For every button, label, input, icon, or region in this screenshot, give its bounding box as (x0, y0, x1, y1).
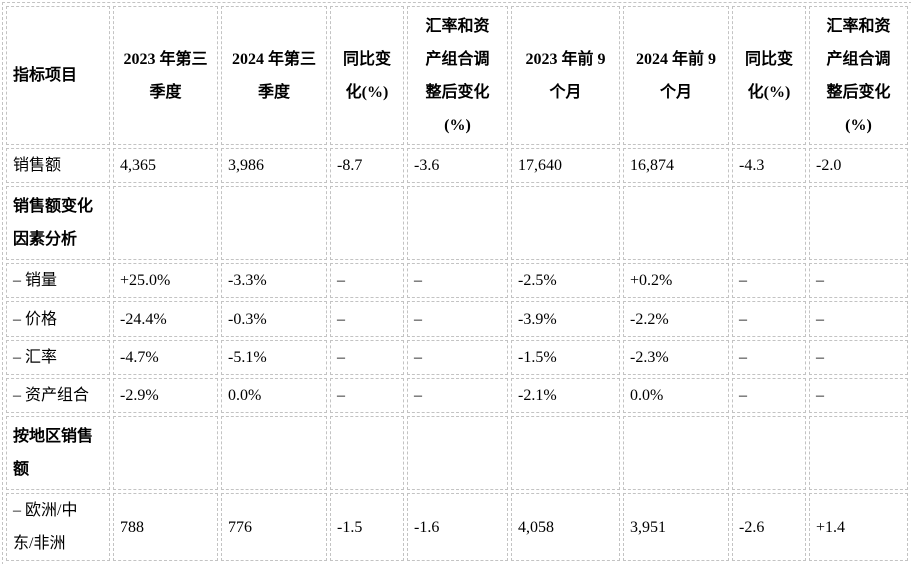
cell: – (809, 301, 908, 337)
cell: +25.0% (113, 263, 218, 298)
column-header: 同比变 化(%) (330, 6, 404, 145)
row-label: – 销量 (6, 263, 110, 298)
cell: – (809, 340, 908, 375)
cell: – (330, 378, 404, 413)
cell (732, 186, 806, 260)
column-header: 2023 年第三 季度 (113, 6, 218, 145)
cell: 17,640 (511, 148, 620, 183)
cell: -3.3% (221, 263, 327, 298)
table-row: – 资产组合 -2.9% 0.0% – – -2.1% 0.0% – – (6, 378, 908, 413)
cell: – (330, 340, 404, 375)
column-header: 2024 年前 9 个月 (623, 6, 729, 145)
cell (221, 416, 327, 490)
cell: – (809, 263, 908, 298)
table-row: 按地区销售 额 (6, 416, 908, 490)
cell (809, 186, 908, 260)
cell: -3.6 (407, 148, 508, 183)
cell: -2.3% (623, 340, 729, 375)
cell (732, 416, 806, 490)
cell: 0.0% (221, 378, 327, 413)
cell (330, 186, 404, 260)
cell: -1.5% (511, 340, 620, 375)
row-label: – 资产组合 (6, 378, 110, 413)
cell: – (809, 378, 908, 413)
cell: 3,951 (623, 493, 729, 561)
cell: – (732, 378, 806, 413)
row-label: – 汇率 (6, 340, 110, 375)
cell: -2.5% (511, 263, 620, 298)
cell: -3.9% (511, 301, 620, 337)
cell: 16,874 (623, 148, 729, 183)
cell (623, 416, 729, 490)
table-row: – 销量 +25.0% -3.3% – – -2.5% +0.2% – – (6, 263, 908, 298)
cell: -4.7% (113, 340, 218, 375)
cell (113, 186, 218, 260)
cell (623, 186, 729, 260)
row-label: – 欧洲/中 东/非洲 (6, 493, 110, 561)
column-header: 2024 年第三 季度 (221, 6, 327, 145)
cell: – (407, 378, 508, 413)
cell: -2.2% (623, 301, 729, 337)
cell (511, 186, 620, 260)
cell: -0.3% (221, 301, 327, 337)
cell: +0.2% (623, 263, 729, 298)
column-header: 2023 年前 9 个月 (511, 6, 620, 145)
column-header: 汇率和资 产组合调 整后变化 (%) (407, 6, 508, 145)
table-row: 销售额 4,365 3,986 -8.7 -3.6 17,640 16,874 -4.3 -2.… (6, 148, 908, 183)
column-header: 同比变 化(%) (732, 6, 806, 145)
cell: -2.9% (113, 378, 218, 413)
cell: – (732, 301, 806, 337)
column-header: 汇率和资 产组合调 整后变化 (%) (809, 6, 908, 145)
cell: – (407, 301, 508, 337)
cell: – (407, 263, 508, 298)
row-label: 按地区销售 额 (6, 416, 110, 490)
row-label: – 价格 (6, 301, 110, 337)
cell: 788 (113, 493, 218, 561)
cell: -4.3 (732, 148, 806, 183)
cell: 0.0% (623, 378, 729, 413)
cell: -2.0 (809, 148, 908, 183)
cell: -5.1% (221, 340, 327, 375)
cell (221, 186, 327, 260)
cell: 4,058 (511, 493, 620, 561)
cell: +1.4 (809, 493, 908, 561)
cell (809, 416, 908, 490)
cell: – (407, 340, 508, 375)
cell (113, 416, 218, 490)
cell: – (330, 301, 404, 337)
row-label: 销售额变化 因素分析 (6, 186, 110, 260)
table-row: – 汇率 -4.7% -5.1% – – -1.5% -2.3% – – (6, 340, 908, 375)
cell: -1.5 (330, 493, 404, 561)
cell: -2.6 (732, 493, 806, 561)
column-header: 指标项目 (6, 6, 110, 145)
cell: -1.6 (407, 493, 508, 561)
header-row: 指标项目 2023 年第三 季度 2024 年第三 季度 同比变 化(%) 汇率和资 产… (6, 6, 908, 145)
cell: -24.4% (113, 301, 218, 337)
table-row: – 欧洲/中 东/非洲 788 776 -1.5 -1.6 4,058 3,951 -2.6 +… (6, 493, 908, 561)
table-row: 销售额变化 因素分析 (6, 186, 908, 260)
cell: 4,365 (113, 148, 218, 183)
cell: 3,986 (221, 148, 327, 183)
cell: -8.7 (330, 148, 404, 183)
cell: 776 (221, 493, 327, 561)
cell (511, 416, 620, 490)
cell (407, 186, 508, 260)
table-row: – 价格 -24.4% -0.3% – – -3.9% -2.2% – – (6, 301, 908, 337)
row-label: 销售额 (6, 148, 110, 183)
cell: – (732, 263, 806, 298)
cell (330, 416, 404, 490)
cell (407, 416, 508, 490)
cell: – (330, 263, 404, 298)
cell: – (732, 340, 806, 375)
cell: -2.1% (511, 378, 620, 413)
